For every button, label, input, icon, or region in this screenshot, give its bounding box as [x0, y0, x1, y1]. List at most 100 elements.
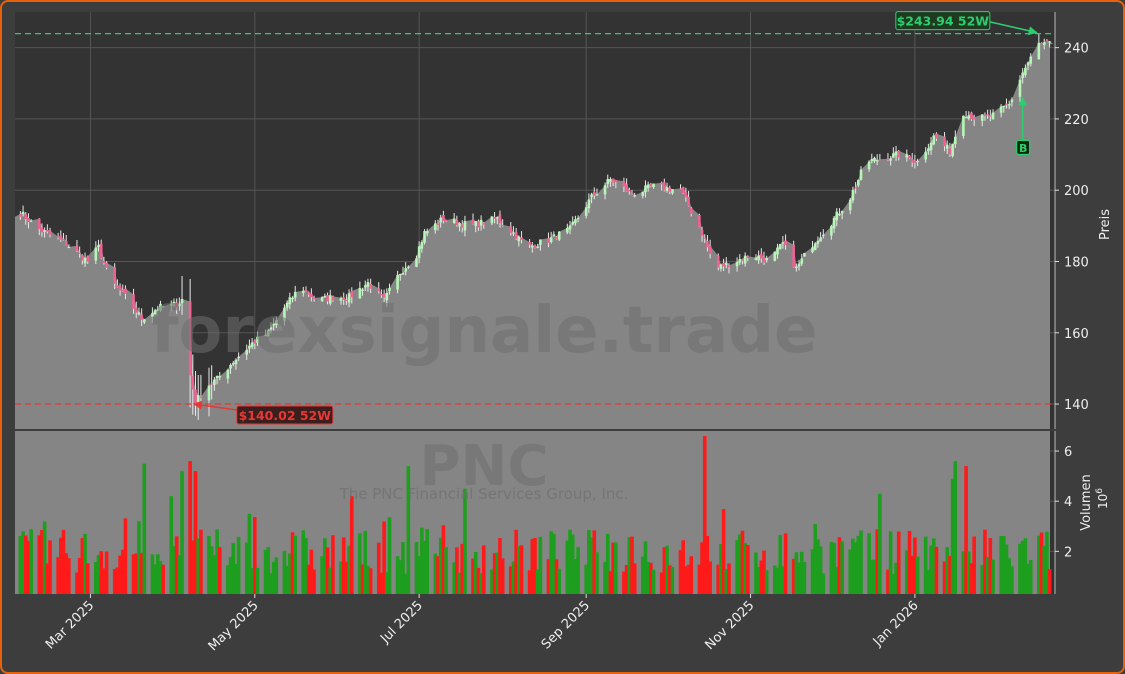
- volume-bar: [479, 573, 483, 594]
- volume-bar: [180, 471, 184, 594]
- volume-bar: [266, 547, 271, 594]
- volume-bar: [436, 556, 440, 594]
- candle-body: [803, 253, 806, 257]
- candle-body: [46, 229, 49, 232]
- candle-body: [169, 303, 173, 306]
- volume-bar: [490, 569, 494, 594]
- candle-body: [897, 150, 901, 158]
- volume-bar: [172, 546, 176, 594]
- volume-bar: [608, 571, 613, 594]
- high-52w-label: $243.94 52W: [897, 14, 990, 29]
- candle-body: [1040, 43, 1043, 45]
- candle-body: [1029, 56, 1033, 64]
- candle-body: [256, 336, 259, 343]
- volume-bar: [1039, 532, 1044, 594]
- candle-body: [396, 274, 399, 290]
- candle-body: [320, 297, 324, 302]
- candle-body: [248, 345, 251, 349]
- candle-body: [571, 221, 575, 225]
- candle-body: [380, 294, 383, 296]
- candle-body: [328, 295, 332, 304]
- candle-body: [78, 252, 81, 254]
- candle-body: [813, 243, 817, 251]
- volume-bar: [929, 545, 933, 594]
- candle-body: [999, 106, 1003, 113]
- candle-body: [140, 314, 143, 320]
- volume-bar: [907, 530, 912, 594]
- candle-body: [253, 340, 257, 344]
- volume-bar: [293, 535, 298, 594]
- volume-bar: [196, 538, 201, 594]
- candle-body: [972, 117, 976, 120]
- candle-body: [700, 230, 704, 236]
- candle-body: [913, 160, 917, 163]
- candle-body: [517, 236, 521, 242]
- candle-body: [991, 112, 995, 120]
- candle-body: [377, 288, 381, 292]
- volume-bar: [75, 572, 79, 594]
- volume-bar: [368, 568, 373, 594]
- candle-body: [407, 266, 410, 268]
- candle-body: [964, 117, 968, 119]
- candle-body: [99, 243, 103, 259]
- candle-body: [609, 179, 612, 182]
- volume-bar: [643, 541, 648, 594]
- volume-bar: [463, 488, 467, 594]
- volume-bar: [212, 554, 217, 594]
- candle-body: [592, 191, 596, 196]
- candle-body: [574, 219, 577, 224]
- candle-body: [460, 224, 464, 228]
- candle-body: [156, 309, 160, 311]
- candle-body: [326, 295, 329, 302]
- candle-body: [951, 143, 954, 157]
- candle-body: [24, 214, 28, 220]
- volume-bar: [376, 542, 381, 594]
- volume-bar: [290, 532, 295, 594]
- candle-body: [27, 217, 30, 223]
- volume-bar: [207, 535, 211, 594]
- high-52w-label-box: [895, 11, 991, 31]
- volume-bar: [517, 546, 521, 594]
- candle-body: [821, 234, 825, 236]
- volume-bar: [538, 536, 543, 594]
- volume-bar: [603, 561, 607, 594]
- candle-body: [493, 217, 496, 219]
- volume-bar: [460, 543, 465, 594]
- volume-bar: [915, 556, 920, 594]
- volume-bar: [112, 568, 117, 594]
- candle-body: [75, 245, 79, 251]
- candle-body: [194, 389, 197, 405]
- candle-body: [40, 227, 44, 233]
- candle-body: [514, 232, 518, 240]
- volume-bar: [323, 538, 327, 594]
- candle-body: [983, 114, 987, 117]
- candle-body: [1048, 41, 1051, 43]
- date-tick-label: Jan 2026: [870, 598, 922, 650]
- candle-body: [614, 180, 618, 183]
- candle-body: [851, 190, 855, 201]
- volume-bar: [573, 558, 578, 594]
- candle-body: [735, 262, 739, 267]
- candle-body: [178, 303, 181, 307]
- volume-tick-label: 4: [1064, 495, 1072, 510]
- volume-bar: [867, 533, 871, 594]
- volume-bar: [832, 542, 836, 594]
- volume-bar: [312, 569, 316, 594]
- candle-body: [331, 296, 335, 301]
- candle-body: [479, 219, 483, 226]
- volume-bar: [250, 568, 254, 594]
- volume-bar: [59, 537, 63, 594]
- volume-bar: [888, 531, 893, 594]
- candle-body: [207, 385, 211, 401]
- volume-bar: [422, 540, 427, 594]
- volume-bar: [716, 564, 721, 594]
- candle-body: [875, 160, 879, 162]
- candle-body: [275, 320, 278, 326]
- candle-body: [191, 375, 195, 390]
- volume-bar: [406, 466, 411, 594]
- volume-bar: [605, 533, 610, 594]
- candle-body: [159, 303, 162, 311]
- candle-body: [873, 157, 876, 162]
- volume-bar: [495, 552, 500, 594]
- volume-bar: [875, 529, 879, 594]
